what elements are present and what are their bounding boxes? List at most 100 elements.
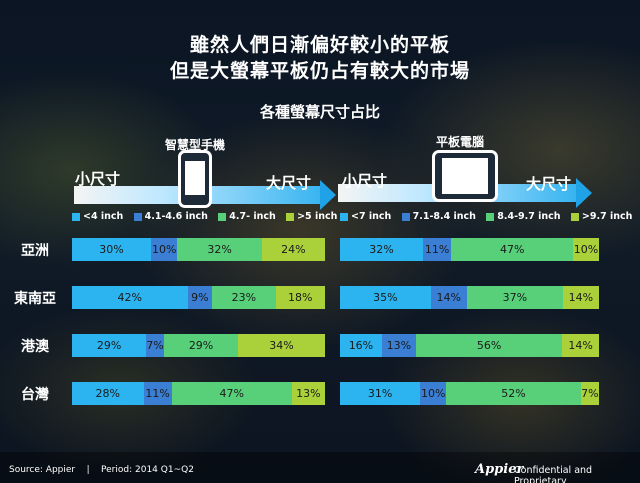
smartphone-bar-row: 42% 9% 23% 18% — [72, 286, 325, 309]
data-label: 35% — [373, 291, 398, 304]
tablet-bar-row: 35% 14% 37% 14% — [340, 286, 599, 309]
data-label: 7% — [581, 387, 599, 400]
left-legend-item: >5 inch — [286, 211, 337, 222]
title-line-2: 但是大螢幕平板仍占有較大的市場 — [169, 60, 470, 82]
chart-subtitle: 各種螢幕尺寸占比 — [259, 103, 380, 121]
data-label: 18% — [288, 291, 313, 304]
tablet-bar-segment: 32% — [340, 238, 423, 261]
region-label: 亞洲 — [21, 243, 49, 259]
legend-swatch — [570, 212, 579, 221]
data-label: 14% — [568, 291, 594, 304]
right-legend-item: 8.4-9.7 inch — [486, 211, 561, 222]
left-small-label: 小尺寸 — [75, 170, 121, 188]
right-legend-item: >9.7 inch — [570, 211, 633, 222]
legend-text: 7.1-8.4 inch — [412, 211, 476, 222]
confidential-note: Confidential and Proprietary — [514, 465, 593, 483]
region-label: 港澳 — [21, 339, 49, 355]
data-label: 37% — [502, 291, 528, 304]
data-label: 13% — [386, 339, 412, 352]
smartphone-bar-segment: 42% — [72, 286, 188, 309]
legend-text: <7 inch — [351, 211, 392, 222]
smartphone-bar-row: 30% 10% 32% 24% — [72, 238, 325, 261]
data-label: 47% — [499, 243, 525, 256]
right-legend-item: <7 inch — [340, 211, 391, 222]
smartphone-bar-segment: 11% — [143, 382, 172, 405]
data-label: 9% — [191, 291, 209, 304]
smartphone-bar-segment: 10% — [151, 238, 178, 261]
right-small-label: 小尺寸 — [342, 172, 388, 190]
legend-text: >9.7 inch — [581, 211, 633, 222]
data-label: 31% — [367, 387, 393, 400]
legend-text: 4.1-4.6 inch — [144, 211, 208, 222]
legend-text: 8.4-9.7 inch — [497, 211, 561, 222]
legend-swatch — [72, 212, 80, 221]
tablet-bar-segment: 7% — [580, 382, 599, 405]
data-label: 24% — [281, 243, 306, 256]
tablet-bar-row: 16% 13% 56% 14% — [340, 334, 599, 357]
data-label: 29% — [188, 339, 214, 352]
smartphone-bar-row: 29% 7% 29% 34% — [72, 334, 325, 357]
left-legend-item: 4.1-4.6 inch — [133, 211, 208, 222]
legend-text: <4 inch — [83, 211, 124, 222]
tablet-bar-segment: 35% — [340, 286, 431, 309]
data-label: 30% — [99, 243, 124, 256]
left-large-label: 大尺寸 — [266, 174, 312, 192]
data-label: 14% — [436, 291, 461, 304]
source-note: Source: Appier | Period: 2014 Q1~Q2 — [9, 465, 194, 475]
title-line-1: 雖然人們日漸偏好較小的平板 — [189, 34, 450, 56]
legend-swatch — [401, 212, 410, 221]
data-label: 52% — [501, 387, 526, 400]
data-label: 16% — [348, 339, 374, 352]
tablet-bar-segment: 11% — [422, 238, 452, 261]
left-arrow-head — [320, 180, 336, 210]
data-label: 11% — [145, 387, 170, 400]
left-legend: <4 inch 4.1-4.6 inch 4.7- inch >5 inch — [72, 211, 344, 225]
smartphone-bar-segment: 32% — [177, 238, 262, 261]
data-label: 14% — [568, 339, 593, 352]
brand-logo: Appier — [475, 462, 524, 477]
tablet-bar-row: 31% 10% 52% 7% — [340, 382, 599, 405]
right-large-label: 大尺寸 — [526, 175, 572, 193]
tablet-bar-segment: 13% — [381, 334, 416, 357]
smartphone-bar-segment: 34% — [238, 334, 325, 357]
smartphone-bar-row: 28% 11% 47% 13% — [72, 382, 325, 405]
tablet-bar-segment: 14% — [562, 334, 599, 357]
tablet-bar-segment: 10% — [573, 238, 599, 261]
tablet-bar-segment: 47% — [451, 238, 574, 261]
smartphone-bar-segment: 30% — [72, 238, 152, 261]
smartphone-bar-segment: 7% — [146, 334, 164, 357]
tablet-bar-segment: 14% — [430, 286, 467, 309]
legend-text: 4.7- inch — [229, 211, 276, 222]
region-label: 東南亞 — [14, 291, 56, 307]
footer-band — [0, 452, 640, 483]
left-legend-item: 4.7- inch — [218, 211, 276, 222]
data-label: 34% — [269, 339, 294, 352]
data-label: 32% — [207, 243, 232, 256]
data-label: 42% — [117, 291, 142, 304]
smartphone-bar-segment: 24% — [261, 238, 325, 261]
tablet-bar-segment: 14% — [562, 286, 599, 309]
smartphone-bar-segment: 29% — [72, 334, 147, 357]
smartphone-icon — [178, 150, 212, 208]
smartphone-label: 智慧型手機 — [164, 138, 225, 152]
legend-swatch — [340, 212, 348, 221]
data-label: 56% — [476, 339, 502, 352]
data-label: 32% — [369, 243, 394, 256]
legend-text: >5 inch — [297, 211, 338, 222]
right-legend: <7 inch 7.1-8.4 inch 8.4-9.7 inch >9.7 i… — [340, 211, 639, 225]
smartphone-bar-segment: 23% — [212, 286, 276, 309]
legend-swatch — [133, 212, 142, 221]
data-label: 23% — [231, 291, 257, 304]
left-legend-item: <4 inch — [72, 211, 123, 222]
smartphone-bar-segment: 9% — [187, 286, 213, 309]
tablet-bar-row: 32% 11% 47% 10% — [340, 238, 599, 261]
data-label: 28% — [95, 387, 120, 400]
data-label: 10% — [573, 243, 599, 256]
tablet-bar-segment: 16% — [340, 334, 382, 357]
smartphone-bar-segment: 29% — [163, 334, 239, 357]
tablet-bar-segment: 56% — [415, 334, 563, 357]
data-label: 29% — [96, 339, 122, 352]
tablet-label: 平板電腦 — [435, 135, 484, 149]
tablet-bar-segment: 52% — [446, 382, 581, 405]
